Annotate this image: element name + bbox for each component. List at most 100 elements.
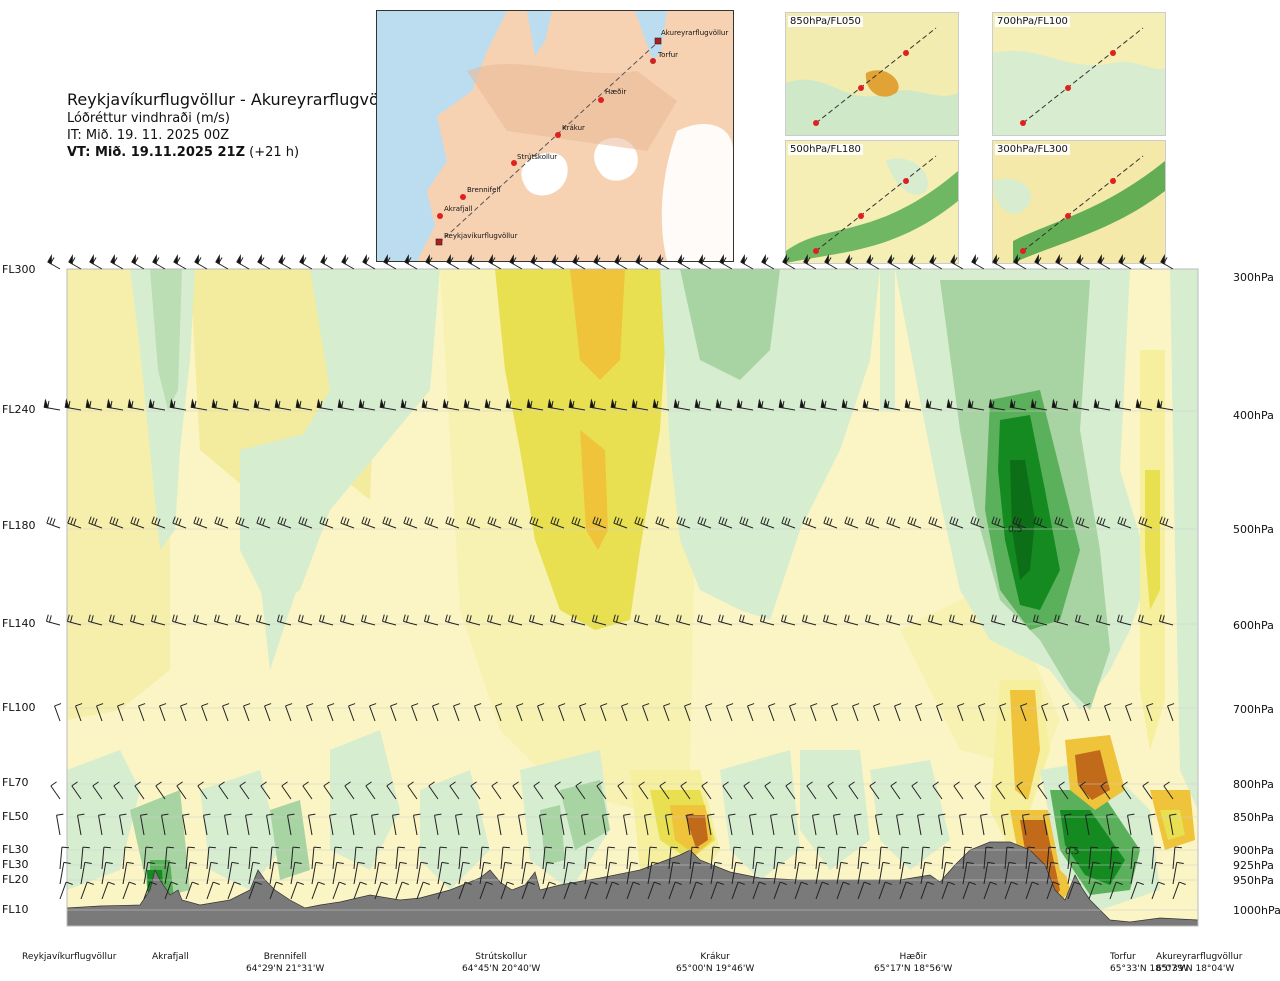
wind-barb [1016,781,1027,800]
wind-barb [1172,881,1186,900]
wind-barb [206,881,220,900]
wind-barb [626,881,640,900]
wind-barb [1067,881,1081,900]
wind-barb [655,516,670,529]
wind-barb [995,781,1006,800]
wind-barb [421,398,439,411]
wind-barb [967,398,985,411]
wind-barb [992,254,1006,270]
wind-barb [605,846,615,870]
wind-barb [768,703,776,722]
wind-barb [395,861,407,885]
wind-barb [542,846,552,870]
wind-barb [747,703,755,722]
wind-barb [647,861,659,885]
wind-barb [234,614,250,626]
wind-barb [802,516,817,529]
wind-barb [206,861,218,885]
wind-barb [264,703,272,722]
wind-barb [56,813,64,836]
wind-barb [449,781,460,800]
wind-barb [1064,813,1072,836]
title-block: Reykjavíkurflugvöllur - Akureyrarflugvöl… [67,90,404,161]
lead-time: (+21 h) [249,145,300,160]
wind-barb [827,781,838,800]
wind-barb [815,861,827,885]
wind-barb [507,614,523,626]
thumbnail-700hpa[interactable]: 700hPa/FL100 [992,12,1166,136]
wind-barb [740,254,754,270]
wind-barb [938,813,946,836]
wind-barb [332,861,344,885]
thumbnail-300hpa[interactable]: 300hPa/FL300 [992,140,1166,264]
wind-barb [1025,846,1035,870]
map-label-reykjavik: Reykjavíkurflugvöllur [444,232,518,240]
wind-barb [85,398,103,411]
wind-barb [465,614,481,626]
map-label-krakur: Krákur [562,124,585,132]
wind-barb [890,781,901,800]
wind-barb [547,398,565,411]
wind-barb [764,781,775,800]
wind-barb [390,703,398,722]
wind-barb [1109,861,1121,885]
wind-barb [407,781,418,800]
wind-barb [845,254,859,270]
wind-barb [281,781,292,800]
station-label: Akrafjall [152,952,189,962]
thumbnail-850hpa[interactable]: 850hPa/FL050 [785,12,959,136]
wind-barb [509,254,523,270]
wind-barb [1055,254,1069,270]
wind-barb [143,846,153,870]
wind-barb [1083,703,1091,722]
wind-barb [971,254,985,270]
wind-barb [353,846,363,870]
wind-barb [1072,398,1090,411]
wind-barb [899,881,913,900]
wind-barb [311,881,325,900]
wind-barb [500,846,510,870]
wind-barb [589,398,607,411]
wind-barb [857,861,869,885]
wind-barb [1156,398,1174,411]
thumbnail-label: 300hPa/FL300 [995,144,1070,155]
wind-barb [623,813,631,836]
wind-barb [675,614,691,626]
wind-barb [925,398,943,411]
wind-barb [194,254,208,270]
wind-barb [201,703,209,722]
wind-barb [227,861,239,885]
wind-barb [521,846,531,870]
wind-barb [584,846,594,870]
wind-barb [1151,861,1163,885]
wind-barb [446,254,460,270]
map-label-akureyri: Akureyrarflugvöllur [661,29,728,37]
wind-barb [500,881,514,900]
wind-barb [470,781,481,800]
wind-barb [340,516,355,529]
wind-barb [780,614,796,626]
wind-barb [866,254,880,270]
wind-barb [416,881,430,900]
wind-barb [1013,254,1027,270]
contour-label: 0.5 [1008,525,1022,535]
wind-barb [596,781,607,800]
wind-barb [1034,254,1048,270]
wind-barb [728,813,736,836]
wind-barb [487,516,502,529]
wind-barb [591,614,607,626]
wind-barb [255,614,271,626]
wind-barb [374,881,388,900]
wind-barb [180,703,188,722]
wind-barb [122,861,134,885]
wind-barb [361,516,376,529]
wind-barb [428,781,439,800]
wind-barb [445,516,460,529]
wind-barb [812,813,820,836]
wind-barb [1067,846,1077,870]
station-label: Krákur 65°00'N 19°46'W [676,952,755,974]
initial-time: IT: Mið. 19. 11. 2025 00Z [67,128,230,143]
wind-barb [185,861,197,885]
thumbnail-500hpa[interactable]: 500hPa/FL180 [785,140,959,264]
wind-barb [760,516,775,529]
